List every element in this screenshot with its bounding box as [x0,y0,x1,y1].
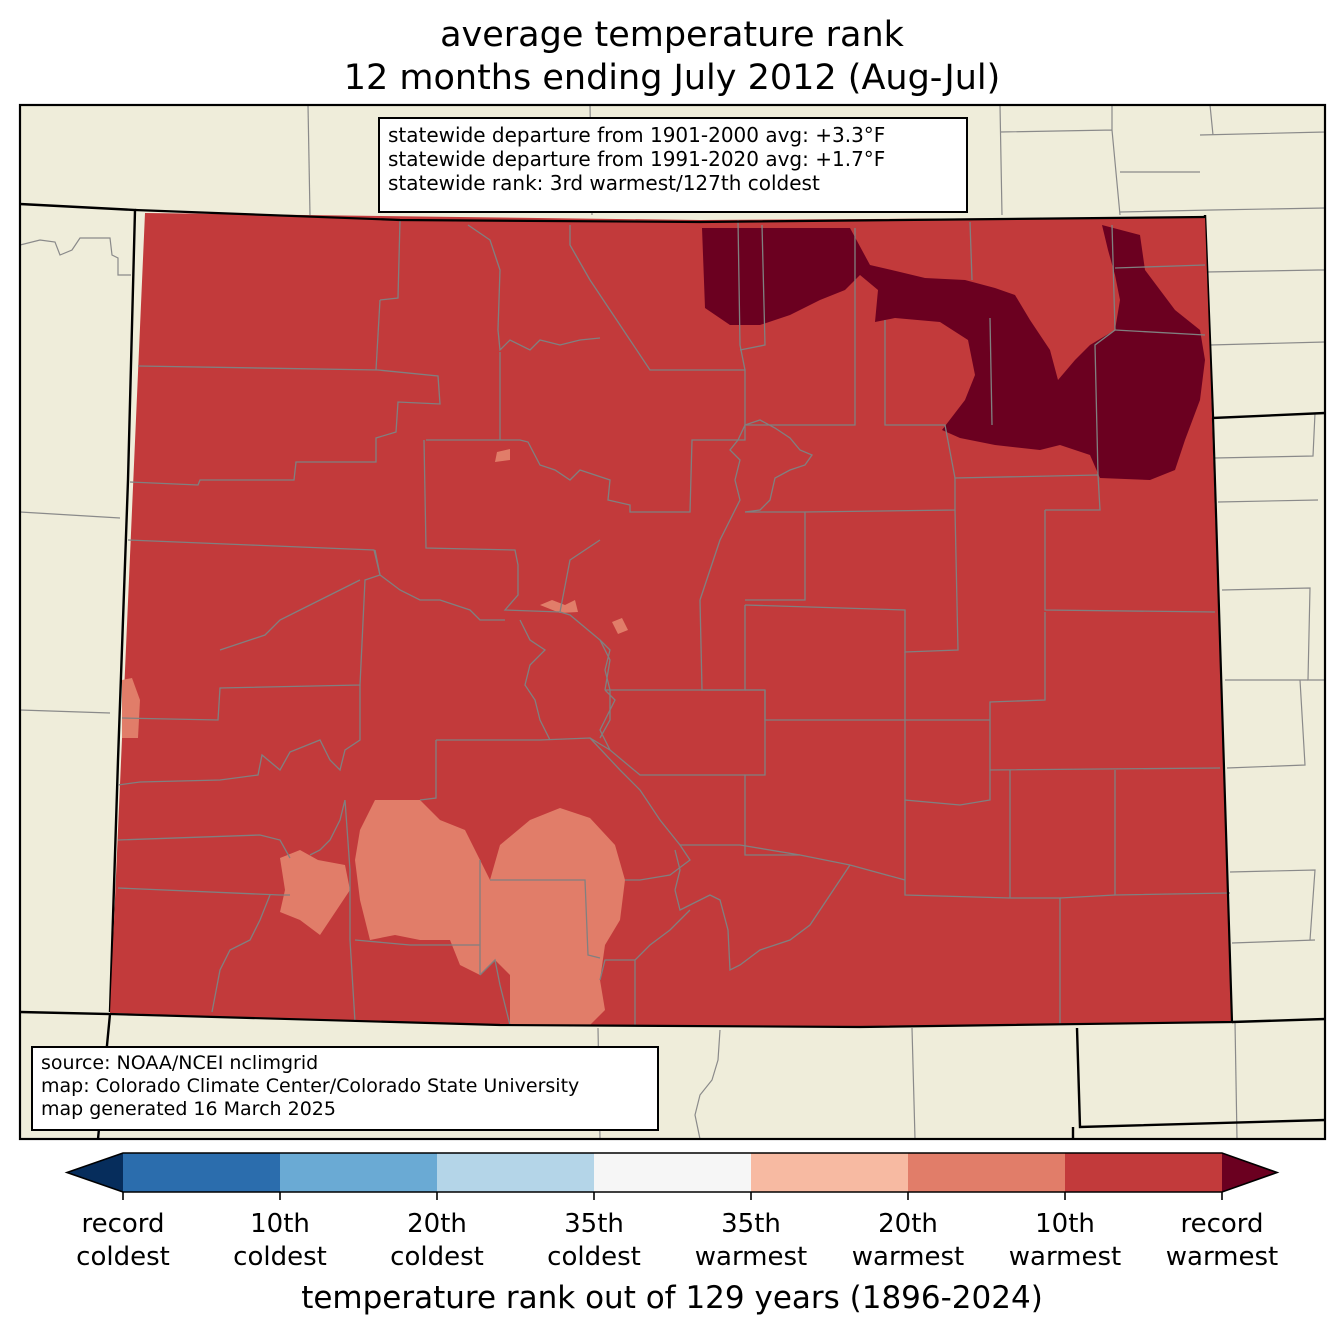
colorbar-segment [437,1153,595,1192]
statewide-stats-box: statewide departure from 1901-2000 avg: … [378,117,968,213]
colorbar-tick-label: record coldest [48,1208,198,1274]
colorbar-tick-label-top: 20th [407,1209,467,1239]
colorbar-segment [280,1153,438,1192]
colorbar-tick-label-bottom: warmest [851,1242,965,1272]
colorbar-tick-label: 20th coldest [362,1208,512,1274]
stats-statewide-rank: statewide rank: 3rd warmest/127th coldes… [388,171,820,195]
map-title-line2: 12 months ending July 2012 (Aug-Jul) [343,58,1001,98]
stats-departure-1901-2000: statewide departure from 1901-2000 avg: … [388,123,886,147]
colorbar-tick-label: 35th coldest [519,1208,669,1274]
colorbar-tick-label-top: 35th [564,1209,624,1239]
colorbar-tick-label-top: record [81,1209,165,1239]
colorbar-title: temperature rank out of 129 years (1896-… [301,1280,1043,1316]
colorbar-tick-label-top: 10th [250,1209,310,1239]
colorbar-tick-label: record warmest [1147,1208,1297,1274]
source-line: source: NOAA/NCEI nclimgrid [41,1052,319,1074]
colorbar [64,1152,1280,1200]
colorbar-segment [594,1153,752,1192]
colorbar-tick-label-top: 20th [878,1209,938,1239]
colorado-county-lines [117,219,1231,1026]
record-warmest-area [702,225,1205,480]
colorbar-tick-label: 10th coldest [205,1208,355,1274]
colorbar-segment [908,1153,1066,1192]
colorado-10th-to-record-warmest-area [110,213,1232,1027]
colorbar-low-extension [67,1153,123,1192]
colorbar-tick-label-bottom: warmest [1165,1242,1279,1272]
map-generated-date: map generated 16 March 2025 [41,1098,336,1120]
colorbar-tick-label-bottom: coldest [76,1242,170,1272]
colorado-border [109,208,1234,1029]
colorbar-segment [1065,1153,1223,1192]
source-info-box: source: NOAA/NCEI nclimgrid map: Colorad… [31,1046,659,1131]
colorbar-tick-label-bottom: coldest [233,1242,327,1272]
stats-departure-1991-2020: statewide departure from 1991-2020 avg: … [388,147,886,171]
colorbar-segment [123,1153,281,1192]
map-credit-line: map: Colorado Climate Center/Colorado St… [41,1075,580,1097]
colorbar-tick-label-top: 35th [721,1209,781,1239]
colorbar-tick-label: 10th warmest [990,1208,1140,1274]
20th-to-10th-warmest-areas [122,449,628,1025]
colorbar-tick-label: 35th warmest [676,1208,826,1274]
colorbar-tick-label-bottom: coldest [390,1242,484,1272]
colorbar-tick-label-top: record [1180,1209,1264,1239]
colorbar-segment [751,1153,909,1192]
colorbar-tick-label: 20th warmest [833,1208,983,1274]
colorbar-tick-label-bottom: coldest [547,1242,641,1272]
map-frame [18,103,1327,1141]
colorbar-tick-label-bottom: warmest [1008,1242,1122,1272]
colorbar-tick-label-bottom: warmest [694,1242,808,1272]
map-title-line1: average temperature rank [440,15,904,55]
colorbar-tick-label-top: 10th [1035,1209,1095,1239]
colorbar-high-extension [1222,1153,1277,1192]
